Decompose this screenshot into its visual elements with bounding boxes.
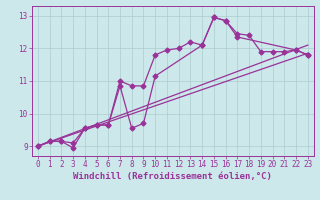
X-axis label: Windchill (Refroidissement éolien,°C): Windchill (Refroidissement éolien,°C) [73, 172, 272, 181]
